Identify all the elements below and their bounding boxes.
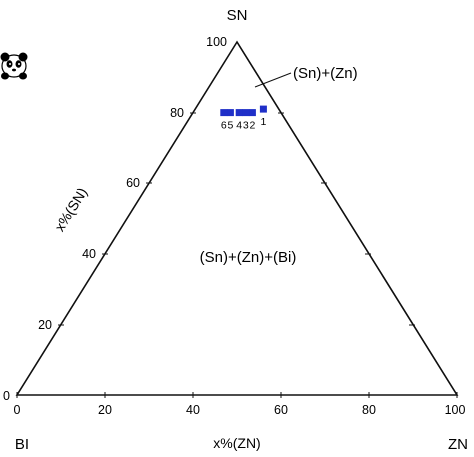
vertex-label-top: SN xyxy=(227,7,248,24)
composition-point-label-3: 3 xyxy=(243,120,249,132)
bottom-axis-ticks xyxy=(16,392,458,398)
left-axis-ticks xyxy=(58,112,196,326)
composition-point-label-2: 2 xyxy=(249,120,255,132)
composition-point-label-5: 5 xyxy=(227,120,233,132)
left-tick-label-0: 0 xyxy=(3,389,10,403)
composition-point-6 xyxy=(220,109,228,117)
composition-point-5 xyxy=(226,109,234,117)
panda-icon xyxy=(0,52,28,80)
bottom-axis-title: x%(ZN) xyxy=(213,435,260,451)
left-axis-title: x%(SN) xyxy=(51,185,90,234)
binary-boundary-line xyxy=(236,41,458,396)
composition-point-3 xyxy=(242,109,250,117)
bottom-tick-labels: 0 20 40 60 80 100 xyxy=(14,403,466,417)
bottom-tick-label-20: 20 xyxy=(98,403,112,417)
bottom-tick-label-80: 80 xyxy=(362,403,376,417)
composition-point-4 xyxy=(235,109,243,117)
left-tick-label-80: 80 xyxy=(170,106,184,120)
vertex-label-left: BI xyxy=(15,436,29,453)
composition-point-label-1: 1 xyxy=(260,116,266,128)
region-label-binary: (Sn)+(Zn) xyxy=(293,65,358,82)
left-tick-label-20: 20 xyxy=(38,318,52,332)
left-tick-label-40: 40 xyxy=(82,247,96,261)
binary-label-leader xyxy=(254,72,292,88)
right-axis-ticks xyxy=(278,112,415,326)
left-tick-label-100: 100 xyxy=(206,35,227,49)
bottom-tick-label-40: 40 xyxy=(186,403,200,417)
ternary-triangle xyxy=(15,40,459,396)
bottom-tick-label-100: 100 xyxy=(445,403,466,417)
composition-point-2 xyxy=(248,109,256,117)
composition-point-label-6: 6 xyxy=(221,120,227,132)
vertex-label-right: ZN xyxy=(448,436,468,453)
bottom-tick-label-0: 0 xyxy=(14,403,21,417)
composition-point-label-4: 4 xyxy=(236,120,242,132)
left-tick-label-60: 60 xyxy=(126,176,140,190)
region-label-ternary: (Sn)+(Zn)+(Bi) xyxy=(200,249,297,266)
composition-point-1 xyxy=(259,105,267,113)
left-tick-labels: 0 20 40 60 80 100 xyxy=(3,35,227,403)
bottom-tick-label-60: 60 xyxy=(274,403,288,417)
